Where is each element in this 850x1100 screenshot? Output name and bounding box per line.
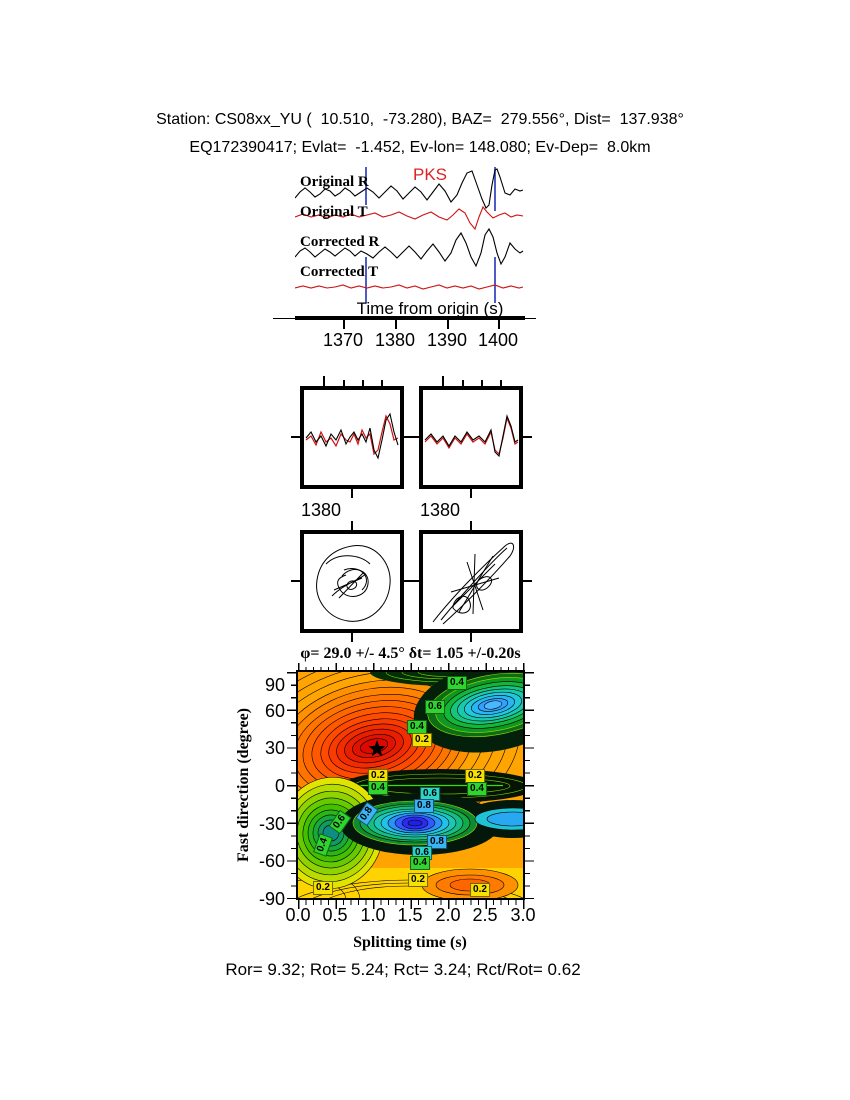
contour-xlabel: Splitting time (s) xyxy=(353,934,467,951)
corrected-t-trace xyxy=(294,284,524,290)
contour-ytick-label: 0 xyxy=(274,776,285,796)
contour-label: 0.2 xyxy=(313,881,333,895)
overlay-fast-trace xyxy=(424,414,519,458)
contour-xtick-label: 1.0 xyxy=(360,905,386,925)
particle-motion-box-corrected xyxy=(419,530,523,633)
contour-label: 0.4 xyxy=(410,856,430,870)
window-marker-lines xyxy=(365,167,496,303)
contour-left-major-ticks xyxy=(287,672,296,899)
time-tick-label: 1380 xyxy=(374,330,416,350)
corrected-r-trace xyxy=(294,227,524,268)
contour-ytick-label: -90 xyxy=(258,889,285,909)
contour-label: 0.8 xyxy=(414,799,434,813)
contour-plot: 0.4 0.6 0.4 0.2 0.2 0.4 0.2 0.4 0.6 0.8 … xyxy=(296,670,525,900)
particle-box-tick xyxy=(470,521,472,530)
particle-box-tick xyxy=(351,521,353,530)
contour-xtick-label: 2.5 xyxy=(472,905,498,925)
contour-top-major-ticks xyxy=(298,663,525,672)
contour-label: 0.4 xyxy=(368,781,388,795)
time-axis-tick xyxy=(447,320,449,329)
overlay-slow-trace xyxy=(424,415,519,456)
overlay-box-tick xyxy=(323,376,325,386)
contour-bottom-major-ticks xyxy=(298,900,525,909)
overlay-box-tick xyxy=(500,380,502,386)
window-overlay-box-corrected xyxy=(419,386,523,489)
trace-label-original-r: Original R xyxy=(300,174,369,190)
contour-ytick-label: 90 xyxy=(264,675,285,695)
contour-xtick-label: 2.0 xyxy=(435,905,461,925)
time-axis-tick xyxy=(395,320,397,329)
overlay-box-tick xyxy=(411,436,419,438)
contour-label: 0.2 xyxy=(470,883,490,897)
event-header-line: EQ172390417; Evlat= -1.452, Ev-lon= 148.… xyxy=(189,139,651,156)
contour-title: φ= 29.0 +/- 4.5° δt= 1.05 +/-0.20s xyxy=(300,645,521,662)
particle-box-tick xyxy=(410,580,419,582)
particle-motion-corrected-svg xyxy=(432,542,515,625)
overlay-box-tick-label-right: 1380 xyxy=(420,500,461,520)
contour-xtick-label: 0.0 xyxy=(285,905,311,925)
particle-box-tick xyxy=(470,633,472,642)
overlay-box-tick-label-left: 1380 xyxy=(301,500,342,520)
contour-xtick-label: 3.0 xyxy=(510,905,536,925)
time-axis-title: Time from origin (s) xyxy=(356,299,504,318)
contour-ytick-label: 60 xyxy=(264,701,285,721)
trace-label-corrected-t: Corrected T xyxy=(300,264,379,280)
overlay-box-tick xyxy=(523,436,532,438)
window-overlay-original-svg xyxy=(305,412,399,460)
quality-metrics-line: Ror= 9.32; Rot= 5.24; Rct= 3.24; Rct/Rot… xyxy=(225,960,581,979)
contour-label: 0.2 xyxy=(408,873,428,887)
time-axis-line xyxy=(295,316,525,320)
contour-label: 0.2 xyxy=(465,769,485,783)
overlay-box-tick xyxy=(481,380,483,386)
overlay-box-tick xyxy=(291,436,300,438)
time-axis-tick xyxy=(343,320,345,329)
overlay-box-tick xyxy=(381,380,383,386)
particle-box-tick xyxy=(523,580,532,582)
overlay-box-tick xyxy=(470,489,472,498)
overlay-box-tick xyxy=(462,380,464,386)
particle-motion-original-svg xyxy=(316,545,391,622)
contour-label: 0.4 xyxy=(407,720,427,734)
original-t-trace xyxy=(294,205,524,231)
best-fit-star xyxy=(368,740,386,757)
contour-ytick-label: -60 xyxy=(258,851,285,871)
contour-right-major-ticks xyxy=(525,672,534,899)
particle-motion-box-original xyxy=(300,530,404,633)
trace-label-original-t: Original T xyxy=(300,204,368,220)
particle-box-tick xyxy=(351,633,353,642)
window-overlay-box-original xyxy=(300,386,404,489)
phase-label-pks: PKS xyxy=(413,165,448,184)
time-tick-label: 1370 xyxy=(322,330,364,350)
overlay-box-tick xyxy=(404,436,412,438)
contour-label: 0.2 xyxy=(412,733,432,747)
station-header-line: Station: CS08xx_YU ( 10.510, -73.280), B… xyxy=(156,111,684,128)
contour-label: 0.4 xyxy=(467,782,487,796)
contour-xtick-label: 1.5 xyxy=(397,905,423,925)
overlay-fast-trace xyxy=(305,412,399,460)
overlay-box-tick xyxy=(442,376,444,386)
contour-label: 0.8 xyxy=(427,835,447,849)
time-tick-label: 1400 xyxy=(477,330,519,350)
contour-map-svg xyxy=(298,672,523,898)
time-tick-label: 1390 xyxy=(426,330,468,350)
contour-blue-rings xyxy=(352,800,523,846)
original-r-trace xyxy=(294,168,524,209)
waveform-traces-svg xyxy=(294,167,524,303)
trace-label-corrected-r: Corrected R xyxy=(300,234,380,250)
overlay-box-tick xyxy=(351,489,353,498)
overlay-box-tick xyxy=(362,380,364,386)
contour-ytick-label: 30 xyxy=(264,738,285,758)
particle-box-tick xyxy=(291,580,300,582)
time-axis-tick xyxy=(498,320,500,329)
particle-box-tick xyxy=(404,580,413,582)
overlay-box-tick xyxy=(343,380,345,386)
contour-xtick-label: 0.5 xyxy=(322,905,348,925)
contour-label: 0.6 xyxy=(425,700,445,714)
window-overlay-corrected-svg xyxy=(424,414,519,458)
overlay-slow-trace xyxy=(305,414,399,456)
contour-ytick-label: -30 xyxy=(258,814,285,834)
contour-label: 0.4 xyxy=(447,676,467,690)
waveform-panel xyxy=(294,165,525,305)
